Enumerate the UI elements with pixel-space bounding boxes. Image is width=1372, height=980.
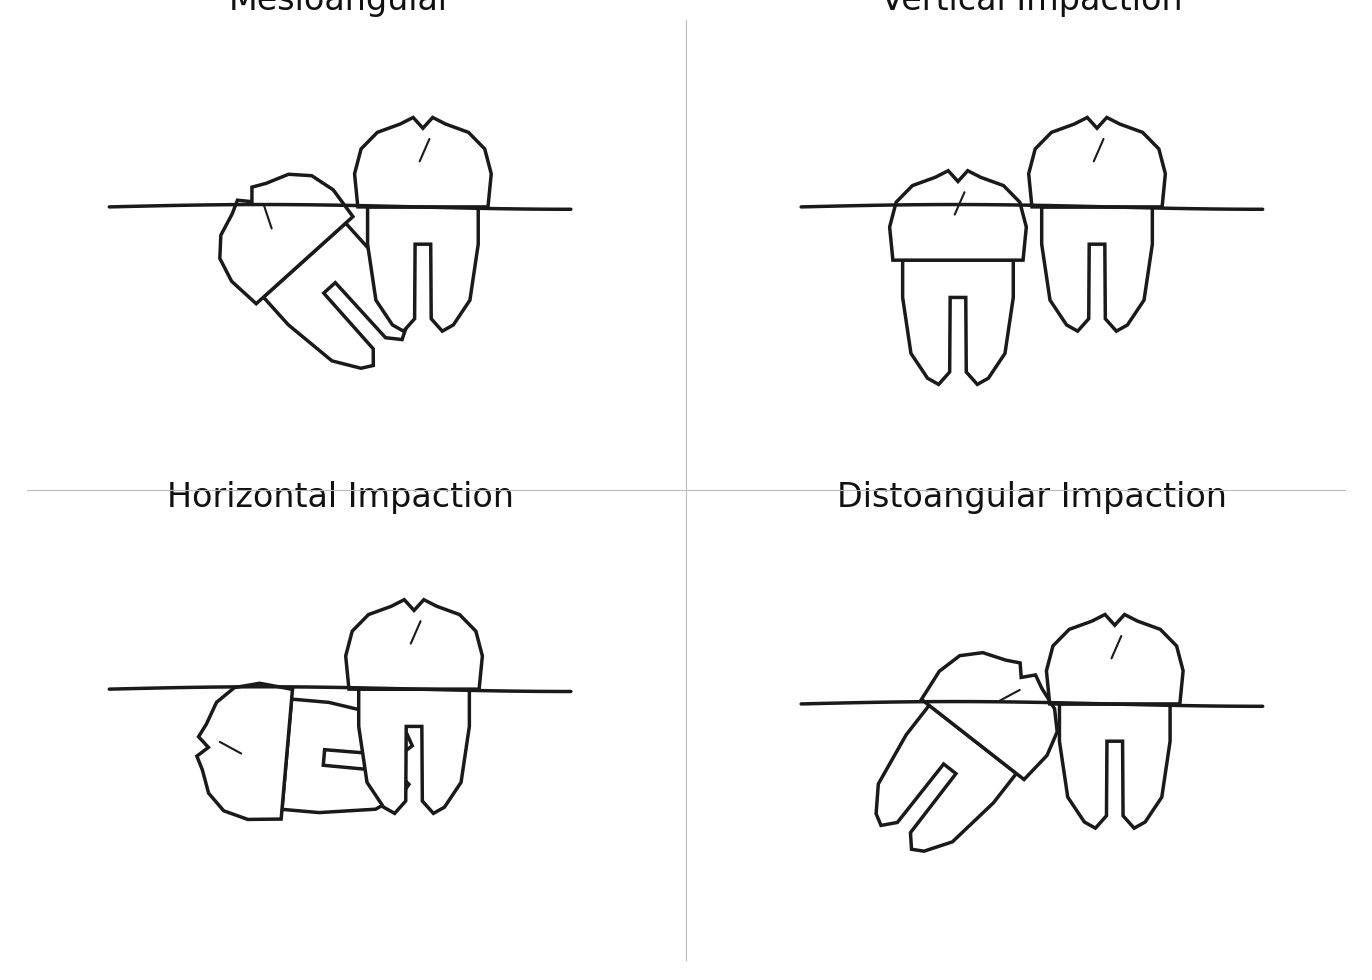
Polygon shape (889, 171, 1026, 260)
Polygon shape (1029, 118, 1165, 207)
Title: Horizontal Impaction: Horizontal Impaction (166, 481, 513, 514)
Polygon shape (283, 699, 413, 812)
Polygon shape (220, 174, 353, 304)
Title: Distoangular Impaction: Distoangular Impaction (837, 481, 1227, 514)
Polygon shape (903, 260, 1014, 384)
Title: Vertical Impaction: Vertical Impaction (881, 0, 1183, 17)
Polygon shape (196, 683, 292, 819)
Polygon shape (1047, 614, 1183, 704)
Polygon shape (354, 118, 491, 207)
Title: Mesioangular: Mesioangular (228, 0, 451, 17)
Polygon shape (1041, 207, 1152, 331)
Polygon shape (263, 223, 406, 368)
Polygon shape (1059, 704, 1170, 828)
Polygon shape (922, 653, 1058, 779)
Polygon shape (877, 706, 1017, 852)
Polygon shape (346, 600, 483, 689)
Polygon shape (358, 689, 469, 813)
Polygon shape (368, 207, 479, 331)
